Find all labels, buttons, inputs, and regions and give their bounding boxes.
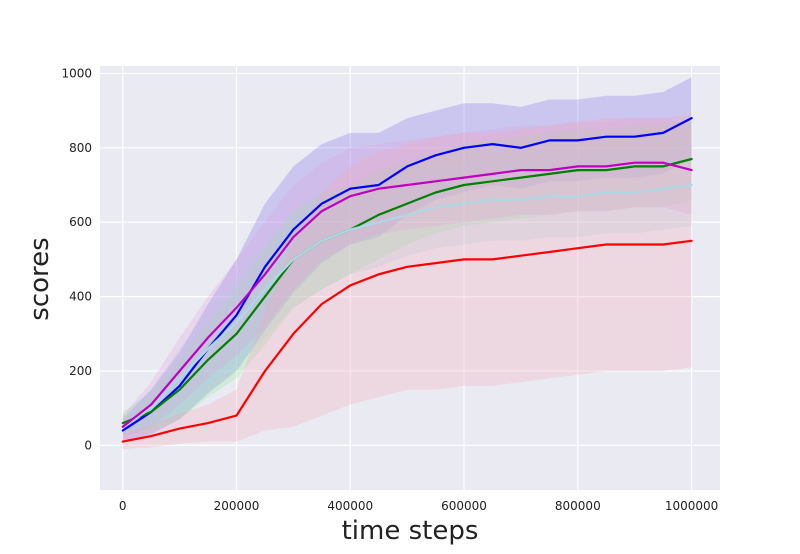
x-tick-label: 800000: [555, 499, 601, 513]
series-2-band: [122, 144, 692, 438]
y-tick-labels: 0 200 400 600 800 1000: [61, 66, 92, 452]
series-1-line: [121, 157, 693, 425]
x-tick-label: 200000: [214, 499, 260, 513]
y-tick-label: 600: [69, 215, 92, 229]
series-4-band: [122, 114, 692, 450]
grid-lines: [100, 66, 720, 490]
series-3-line: [121, 161, 693, 428]
x-tick-label: 600000: [441, 499, 487, 513]
y-tick-label: 400: [69, 290, 92, 304]
series-3-band: [122, 118, 692, 438]
x-tick-labels: 0 200000 400000 600000 800000 1000000: [119, 499, 718, 513]
series-4-line: [121, 239, 693, 443]
y-tick-label: 0: [84, 438, 92, 452]
series-2-line: [121, 183, 693, 428]
y-axis-label: scores: [25, 237, 55, 320]
series-0-line: [121, 116, 693, 432]
x-tick-label: 1000000: [665, 499, 718, 513]
x-tick-label: 0: [119, 499, 127, 513]
y-tick-label: 200: [69, 364, 92, 378]
x-tick-label: 400000: [327, 499, 373, 513]
y-tick-label: 800: [69, 141, 92, 155]
x-axis-label: time steps: [342, 516, 479, 546]
series-0-band: [122, 77, 692, 442]
y-tick-label: 1000: [61, 66, 92, 80]
series-lines: [121, 116, 693, 443]
